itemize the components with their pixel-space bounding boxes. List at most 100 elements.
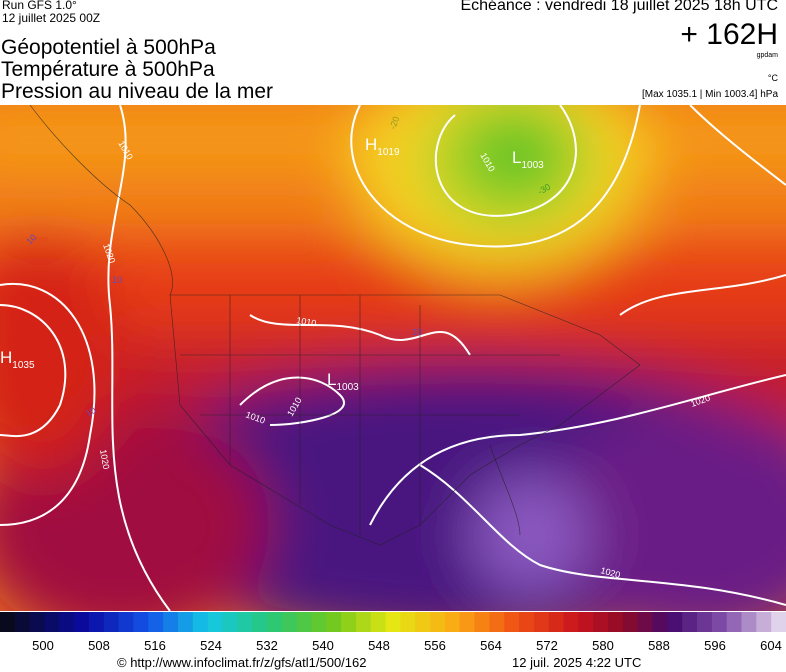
scale-cell [74, 612, 90, 632]
scale-label: 588 [648, 638, 670, 652]
scale-cell [459, 612, 476, 632]
scale-cell [622, 612, 639, 632]
scale-cell [370, 612, 387, 632]
scale-cell [771, 612, 786, 632]
scale-cell [474, 612, 490, 632]
scale-label: 524 [200, 638, 222, 652]
scale-cell [163, 612, 179, 632]
scale-cell [88, 612, 105, 632]
scale-cell [103, 612, 120, 632]
scale-label: 548 [368, 638, 390, 652]
scale-cell [504, 612, 520, 632]
scale-cell [741, 612, 757, 632]
scale-cell [593, 612, 609, 632]
valid-time: Echéance : vendredi 18 juillet 2025 18h … [460, 0, 778, 14]
scale-cell [148, 612, 164, 632]
contour-label: -20 [387, 115, 401, 131]
scale-cell [682, 612, 698, 632]
scale-cell [519, 612, 535, 632]
scale-cell [311, 612, 327, 632]
scale-cell [281, 612, 298, 632]
color-scale: 500 508 516 524 532 540 548 556 564 572 580 588 596 6… [0, 612, 786, 652]
scale-label: 540 [312, 638, 334, 652]
center-value: 1003 [521, 160, 544, 171]
scale-cell [355, 612, 372, 632]
contour-label: 10 [84, 405, 98, 419]
scale-cell [608, 612, 624, 632]
scale-cell [207, 612, 223, 632]
contour-label: 10 [112, 275, 122, 285]
scale-cell [14, 612, 31, 632]
pressure-center: H1035 [0, 348, 35, 371]
lead-time: + 162H [680, 18, 778, 51]
pressure-center: L1003 [327, 370, 359, 393]
title: Température à 500hPa [1, 58, 215, 81]
scale-cell [266, 612, 283, 632]
scale-cell [726, 612, 743, 632]
scale-label: 596 [704, 638, 726, 652]
scale-cell [118, 612, 134, 632]
scale-cell [652, 612, 668, 632]
contour-label: 1010 [296, 315, 317, 328]
scale-label: 516 [144, 638, 166, 652]
scale-cell [252, 612, 268, 632]
pressure-center: L1003 [512, 148, 544, 171]
scale-cell [430, 612, 446, 632]
generated: 12 juil. 2025 4:22 UTC [512, 655, 642, 670]
source: © http://www.infoclimat.fr/z/gfs/atl1/50… [117, 655, 367, 670]
scale-cell [711, 612, 728, 632]
contour-label: 1020 [98, 449, 111, 470]
scale-cell [341, 612, 357, 632]
scale-cell [177, 612, 194, 632]
scale-label: 500 [32, 638, 54, 652]
extremes: [Max 1035.1 | Min 1003.4] hPa [641, 89, 778, 100]
scale-label: 580 [592, 638, 614, 652]
center-symbol: L [512, 148, 521, 167]
center-value: 1035 [12, 360, 35, 371]
scale-label: 508 [88, 638, 110, 652]
pressure-center: H1019 [365, 135, 400, 158]
scale-cell [563, 612, 579, 632]
scale-cell [385, 612, 401, 632]
scale-cell [192, 612, 209, 632]
scale-cell [548, 612, 565, 632]
scale-cell [296, 612, 312, 632]
center-value: 1019 [377, 147, 400, 158]
scale-cell [59, 612, 75, 632]
scale-cell [444, 612, 461, 632]
scale-cell [578, 612, 594, 632]
scale-cell [667, 612, 683, 632]
contour-label: 10 [412, 327, 422, 337]
scale-cell [489, 612, 505, 632]
run: Run GFS 1.0° [2, 0, 77, 12]
scale-cell [237, 612, 253, 632]
unit-temp: °C [767, 73, 778, 83]
scale-cell [44, 612, 60, 632]
run-date: 12 juillet 2025 00Z [2, 11, 101, 25]
center-symbol: L [327, 370, 336, 389]
scale-label: 604 [760, 638, 782, 652]
scale-label: 564 [480, 638, 502, 652]
scale-label: 572 [536, 638, 558, 652]
scale-cell [222, 612, 238, 632]
scale-cell [133, 612, 149, 632]
scale-label: 532 [256, 638, 278, 652]
center-value: 1003 [336, 382, 359, 393]
scale-cell [326, 612, 342, 632]
title: Pression au niveau de la mer [1, 80, 273, 103]
unit-geo: gpdam [756, 52, 778, 59]
scale-cell [400, 612, 416, 632]
scale-cell [697, 612, 713, 632]
scale-cell [756, 612, 772, 632]
scale-cell [637, 612, 654, 632]
scale-cell [533, 612, 550, 632]
scale-cell [29, 612, 45, 632]
center-symbol: H [0, 348, 12, 367]
center-symbol: H [365, 135, 377, 154]
scale-label: 556 [424, 638, 446, 652]
scale-cell [415, 612, 431, 632]
scale-cell [0, 612, 16, 632]
title: Géopotentiel à 500hPa [1, 36, 216, 59]
